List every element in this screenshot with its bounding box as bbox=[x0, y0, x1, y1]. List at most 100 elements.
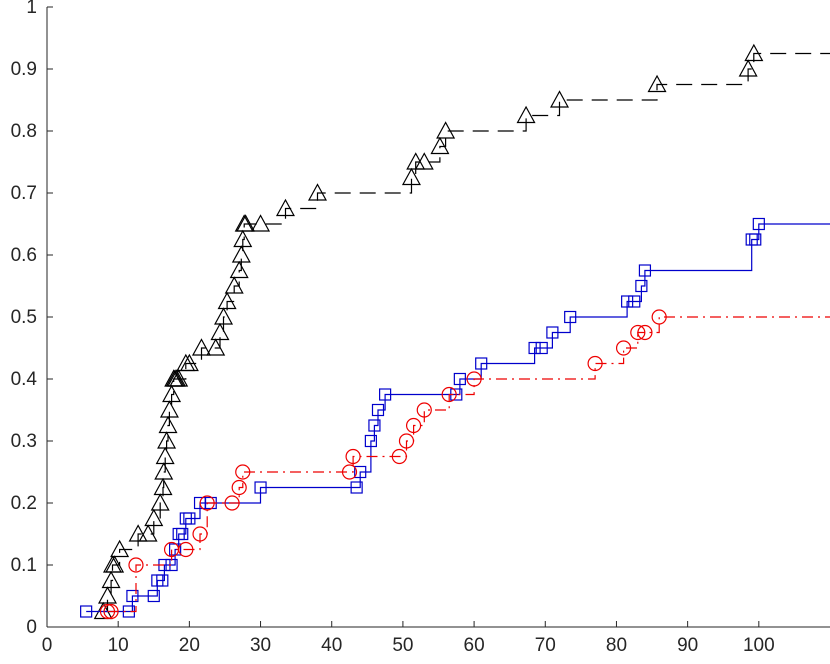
data-point bbox=[475, 357, 488, 370]
data-point bbox=[401, 167, 421, 186]
data-point bbox=[217, 291, 237, 310]
data-point bbox=[528, 341, 541, 355]
data-point bbox=[231, 245, 251, 263]
data-point bbox=[635, 279, 648, 293]
data-point bbox=[179, 353, 199, 372]
data-point bbox=[199, 495, 215, 511]
data-point bbox=[405, 417, 422, 434]
data-point bbox=[391, 448, 407, 465]
data-point bbox=[105, 555, 125, 573]
data-point bbox=[128, 557, 144, 573]
data-point bbox=[637, 324, 653, 341]
y-tick-label: 0.5 bbox=[11, 307, 37, 328]
data-point bbox=[138, 524, 158, 542]
data-point bbox=[231, 479, 247, 496]
data-point bbox=[162, 384, 182, 403]
data-point bbox=[414, 152, 434, 170]
y-tick-label: 0.8 bbox=[11, 121, 37, 142]
data-point bbox=[453, 372, 466, 386]
data-point bbox=[628, 295, 641, 308]
data-point bbox=[101, 570, 121, 589]
data-point bbox=[214, 307, 234, 325]
data-point bbox=[364, 434, 377, 448]
series-square bbox=[80, 217, 830, 618]
series-circle bbox=[99, 309, 830, 620]
data-point bbox=[621, 295, 634, 308]
series-line bbox=[103, 52, 830, 613]
data-point bbox=[738, 59, 758, 77]
data-point bbox=[430, 136, 450, 155]
data-point bbox=[379, 388, 392, 401]
data-point bbox=[99, 603, 116, 620]
series-triangle bbox=[93, 43, 830, 620]
data-point bbox=[153, 477, 173, 496]
y-tick-label: 0 bbox=[26, 617, 37, 638]
data-point bbox=[752, 217, 765, 231]
x-tick-label: 80 bbox=[606, 635, 627, 656]
data-point bbox=[210, 322, 230, 341]
data-point bbox=[156, 574, 169, 587]
y-tick-label: 0.6 bbox=[11, 245, 37, 266]
data-point bbox=[275, 198, 295, 217]
data-point bbox=[371, 403, 385, 417]
series-line bbox=[107, 316, 830, 613]
data-point bbox=[178, 541, 194, 558]
x-tick-label: 90 bbox=[677, 635, 698, 656]
data-point bbox=[155, 446, 175, 465]
data-point bbox=[103, 603, 119, 620]
data-point bbox=[158, 415, 178, 434]
x-tick-label: 30 bbox=[250, 635, 271, 656]
data-point bbox=[350, 481, 363, 494]
y-axis: 0 0.1 0.2 0.3 0.4 0.5 0.6 0.7 0.8 0.9 1 bbox=[11, 0, 53, 638]
data-point bbox=[251, 214, 271, 232]
data-point bbox=[638, 264, 652, 277]
data-point bbox=[110, 539, 130, 558]
data-point bbox=[345, 448, 361, 465]
data-point bbox=[157, 431, 177, 449]
y-tick-label: 1 bbox=[26, 0, 37, 18]
x-tick-label: 60 bbox=[464, 635, 485, 656]
data-point bbox=[368, 419, 381, 432]
data-point bbox=[154, 462, 174, 480]
data-point bbox=[749, 233, 762, 246]
data-point bbox=[398, 433, 415, 449]
data-point bbox=[546, 326, 559, 339]
data-point bbox=[224, 495, 240, 511]
data-point bbox=[144, 508, 164, 527]
data-point bbox=[97, 586, 118, 604]
y-tick-label: 0.7 bbox=[11, 183, 37, 204]
data-point bbox=[236, 214, 256, 232]
series-line bbox=[86, 223, 830, 613]
data-point bbox=[615, 340, 632, 356]
data-point bbox=[147, 589, 160, 603]
data-point bbox=[744, 43, 764, 62]
data-point bbox=[647, 74, 667, 93]
data-point bbox=[630, 324, 646, 341]
x-tick-label: 10 bbox=[108, 635, 129, 656]
data-point bbox=[150, 493, 170, 511]
data-point bbox=[307, 183, 328, 201]
data-point bbox=[126, 589, 139, 603]
data-point bbox=[80, 605, 93, 618]
x-tick-label: 0 bbox=[42, 635, 53, 656]
x-tick-label: 40 bbox=[321, 635, 342, 656]
data-point bbox=[128, 524, 148, 542]
data-point bbox=[587, 355, 603, 372]
data-point bbox=[233, 229, 253, 248]
data-point bbox=[93, 601, 113, 620]
data-point bbox=[549, 90, 570, 108]
y-tick-label: 0.4 bbox=[11, 369, 38, 390]
y-tick-label: 0.2 bbox=[11, 493, 37, 514]
y-tick-label: 0.9 bbox=[11, 59, 37, 80]
y-tick-label: 0.3 bbox=[11, 431, 37, 452]
x-axis: 0 10 20 30 40 50 60 70 80 90 100 bbox=[42, 621, 830, 656]
data-point bbox=[191, 338, 211, 356]
data-point bbox=[176, 527, 189, 541]
data-point bbox=[535, 341, 548, 355]
data-point bbox=[254, 481, 267, 494]
data-point bbox=[341, 464, 358, 480]
data-point bbox=[183, 512, 196, 525]
data-point bbox=[516, 105, 536, 124]
y-tick-label: 0.1 bbox=[11, 555, 37, 576]
data-point bbox=[192, 526, 208, 542]
